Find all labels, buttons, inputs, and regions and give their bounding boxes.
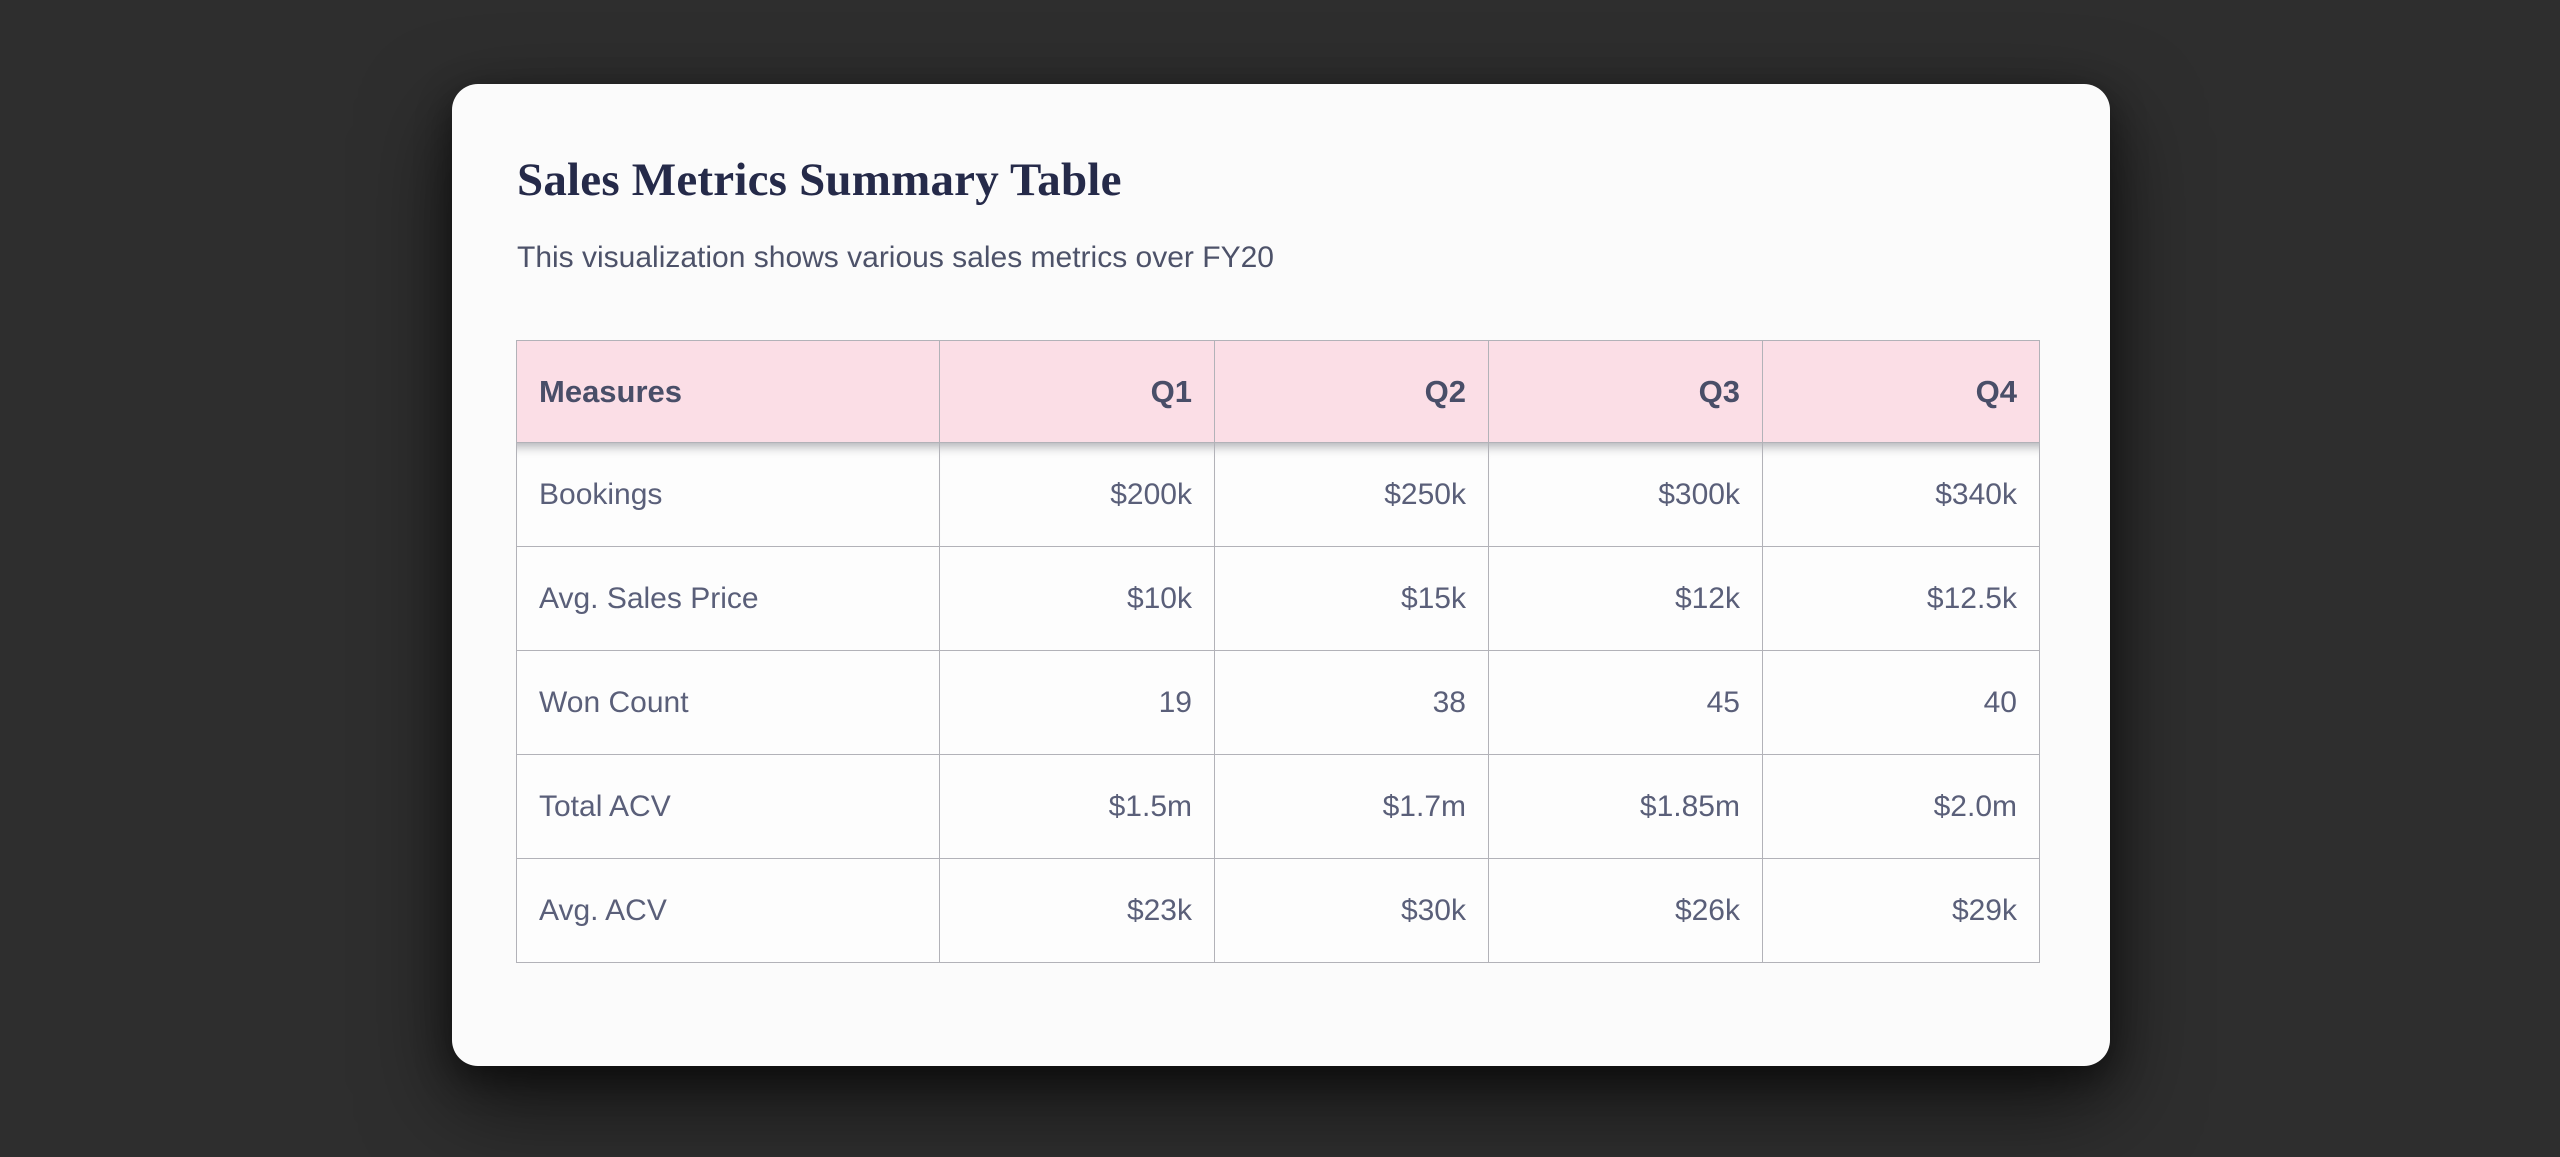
measure-cell: Bookings: [516, 442, 940, 548]
column-header-q2: Q2: [1214, 340, 1489, 444]
page-subtitle: This visualization shows various sales m…: [517, 241, 1274, 275]
column-header-q4: Q4: [1762, 340, 2040, 444]
table-row-bookings: Bookings $200k $250k $300k $340k: [516, 442, 2040, 548]
column-header-q1: Q1: [939, 340, 1215, 444]
value-cell: 38: [1214, 650, 1489, 756]
value-cell: $29k: [1762, 858, 2040, 964]
value-cell: 19: [939, 650, 1215, 756]
value-cell: $200k: [939, 442, 1215, 548]
measure-cell: Avg. ACV: [516, 858, 940, 964]
value-cell: $12.5k: [1762, 546, 2040, 652]
metrics-table: Measures Q1 Q2 Q3 Q4 Bookings $200k $250…: [516, 340, 2040, 964]
column-header-measures: Measures: [516, 340, 940, 444]
value-cell: $250k: [1214, 442, 1489, 548]
value-cell: 40: [1762, 650, 2040, 756]
measure-cell: Avg. Sales Price: [516, 546, 940, 652]
value-cell: 45: [1488, 650, 1763, 756]
table-row-avg-sales-price: Avg. Sales Price $10k $15k $12k $12.5k: [516, 546, 2040, 652]
table-row-won-count: Won Count 19 38 45 40: [516, 650, 2040, 756]
value-cell: $1.5m: [939, 754, 1215, 860]
value-cell: $26k: [1488, 858, 1763, 964]
table-row-total-acv: Total ACV $1.5m $1.7m $1.85m $2.0m: [516, 754, 2040, 860]
page-title: Sales Metrics Summary Table: [517, 154, 1122, 206]
value-cell: $340k: [1762, 442, 2040, 548]
value-cell: $2.0m: [1762, 754, 2040, 860]
table-row-avg-acv: Avg. ACV $23k $30k $26k $29k: [516, 858, 2040, 964]
measure-cell: Won Count: [516, 650, 940, 756]
value-cell: $10k: [939, 546, 1215, 652]
visualization-card: Sales Metrics Summary Table This visuali…: [452, 84, 2110, 1066]
value-cell: $300k: [1488, 442, 1763, 548]
column-header-q3: Q3: [1488, 340, 1763, 444]
value-cell: $30k: [1214, 858, 1489, 964]
value-cell: $15k: [1214, 546, 1489, 652]
value-cell: $1.7m: [1214, 754, 1489, 860]
value-cell: $1.85m: [1488, 754, 1763, 860]
table-header-row: Measures Q1 Q2 Q3 Q4: [516, 340, 2040, 444]
value-cell: $12k: [1488, 546, 1763, 652]
value-cell: $23k: [939, 858, 1215, 964]
measure-cell: Total ACV: [516, 754, 940, 860]
